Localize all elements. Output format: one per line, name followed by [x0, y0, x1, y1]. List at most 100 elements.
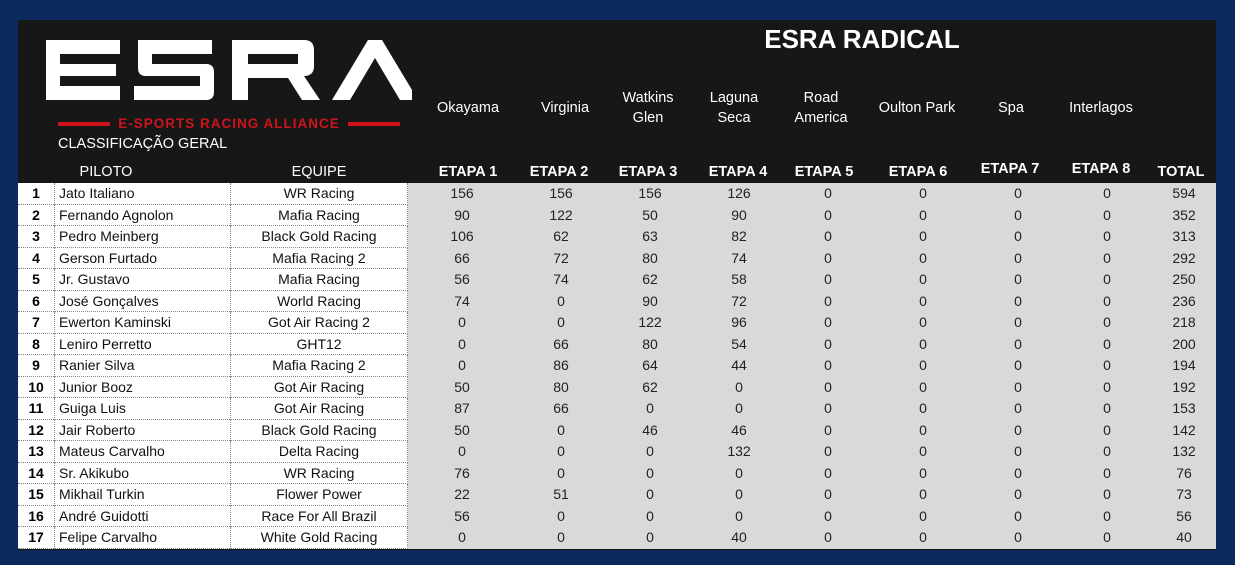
score-cell: 66 [516, 398, 606, 420]
stage-header: ETAPA 5 [794, 164, 854, 180]
score-cell: 22 [408, 484, 516, 506]
score-cell: 156 [408, 183, 516, 205]
table-row: 9 Ranier Silva Mafia Racing 2 0 86 64 44 0 0 0 0 19… [18, 355, 1216, 377]
score-cell: 0 [408, 527, 516, 549]
table-row: 13 Mateus Carvalho Delta Racing 0 0 0 132 0 0 0 0 1… [18, 441, 1216, 463]
position-cell: 4 [18, 247, 54, 269]
score-cell: 0 [1062, 183, 1152, 205]
score-cell: 0 [872, 376, 974, 398]
team-cell: Race For All Brazil [230, 505, 408, 527]
score-cell: 96 [694, 312, 784, 334]
total-cell: 200 [1152, 333, 1216, 355]
pilot-cell: José Gonçalves [54, 290, 230, 312]
total-cell: 76 [1152, 462, 1216, 484]
score-cell: 0 [974, 312, 1062, 334]
score-cell: 0 [872, 204, 974, 226]
team-cell: Delta Racing [230, 441, 408, 463]
score-cell: 0 [784, 183, 872, 205]
score-cell: 0 [1062, 204, 1152, 226]
score-cell: 54 [694, 333, 784, 355]
position-cell: 8 [18, 333, 54, 355]
logo-right-bar [347, 121, 400, 126]
score-cell: 0 [516, 527, 606, 549]
esra-logo: E-SPORTS RACING ALLIANCE [42, 34, 412, 144]
total-cell: 594 [1152, 183, 1216, 205]
stage-header: ETAPA 2 [529, 164, 589, 180]
total-cell: 73 [1152, 484, 1216, 506]
score-cell: 0 [974, 269, 1062, 291]
score-cell: 0 [784, 269, 872, 291]
standings-table: 1 Jato Italiano WR Racing 156 156 156 126 0 0 0 0 5… [18, 183, 1216, 549]
logo-subtitle: E-SPORTS RACING ALLIANCE [46, 116, 412, 131]
position-cell: 16 [18, 505, 54, 527]
total-cell: 236 [1152, 290, 1216, 312]
score-cell: 82 [694, 226, 784, 248]
position-cell: 11 [18, 398, 54, 420]
track-name: Oulton Park [878, 100, 956, 116]
position-cell: 13 [18, 441, 54, 463]
score-cell: 0 [606, 441, 694, 463]
score-cell: 46 [694, 419, 784, 441]
total-cell: 142 [1152, 419, 1216, 441]
pilot-cell: Fernando Agnolon [54, 204, 230, 226]
position-cell: 12 [18, 419, 54, 441]
table-row: 5 Jr. Gustavo Mafia Racing 56 74 62 58 0 0 0 0 250 [18, 269, 1216, 291]
score-cell: 0 [606, 484, 694, 506]
score-cell: 50 [408, 376, 516, 398]
score-cell: 0 [784, 484, 872, 506]
table-row: 11 Guiga Luis Got Air Racing 87 66 0 0 0 0 0 0 153 [18, 398, 1216, 420]
table-row: 12 Jair Roberto Black Gold Racing 50 0 46 46 0 0… [18, 419, 1216, 441]
score-cell: 46 [606, 419, 694, 441]
score-cell: 0 [606, 462, 694, 484]
score-cell: 50 [606, 204, 694, 226]
score-cell: 0 [872, 312, 974, 334]
score-cell: 62 [606, 376, 694, 398]
score-cell: 0 [784, 333, 872, 355]
score-cell: 0 [974, 183, 1062, 205]
score-cell: 0 [516, 505, 606, 527]
series-title: ESRA RADICAL [764, 24, 960, 54]
pilot-cell: Ewerton Kaminski [54, 312, 230, 334]
pilot-cell: Mateus Carvalho [54, 441, 230, 463]
table-row: 6 José Gonçalves World Racing 74 0 90 72 0 0 0 0 23… [18, 290, 1216, 312]
pilot-cell: Junior Booz [54, 376, 230, 398]
team-cell: Got Air Racing [230, 398, 408, 420]
score-cell: 0 [974, 333, 1062, 355]
score-cell: 0 [872, 333, 974, 355]
total-cell: 153 [1152, 398, 1216, 420]
score-cell: 0 [606, 527, 694, 549]
team-cell: Mafia Racing [230, 204, 408, 226]
score-cell: 0 [1062, 247, 1152, 269]
score-cell: 0 [1062, 226, 1152, 248]
score-cell: 0 [1062, 312, 1152, 334]
standings-panel: E-SPORTS RACING ALLIANCE ESRA RADICAL CL… [18, 20, 1216, 550]
score-cell: 0 [1062, 398, 1152, 420]
team-cell: WR Racing [230, 462, 408, 484]
score-cell: 0 [694, 462, 784, 484]
score-cell: 56 [408, 269, 516, 291]
total-cell: 192 [1152, 376, 1216, 398]
score-cell: 0 [872, 247, 974, 269]
track-name: Interlagos [1069, 100, 1133, 116]
position-cell: 5 [18, 269, 54, 291]
score-cell: 58 [694, 269, 784, 291]
position-cell: 1 [18, 183, 54, 205]
score-cell: 0 [974, 290, 1062, 312]
score-cell: 0 [784, 398, 872, 420]
position-cell: 3 [18, 226, 54, 248]
score-cell: 74 [408, 290, 516, 312]
score-cell: 62 [516, 226, 606, 248]
score-cell: 0 [408, 312, 516, 334]
position-cell: 14 [18, 462, 54, 484]
score-cell: 0 [784, 527, 872, 549]
stage-header: ETAPA 3 [618, 164, 678, 180]
score-cell: 0 [408, 441, 516, 463]
logo-subtitle-text: E-SPORTS RACING ALLIANCE [118, 116, 340, 131]
position-cell: 2 [18, 204, 54, 226]
score-cell: 122 [516, 204, 606, 226]
score-cell: 0 [784, 290, 872, 312]
score-cell: 0 [606, 505, 694, 527]
score-cell: 0 [974, 226, 1062, 248]
score-cell: 0 [784, 226, 872, 248]
score-cell: 76 [408, 462, 516, 484]
